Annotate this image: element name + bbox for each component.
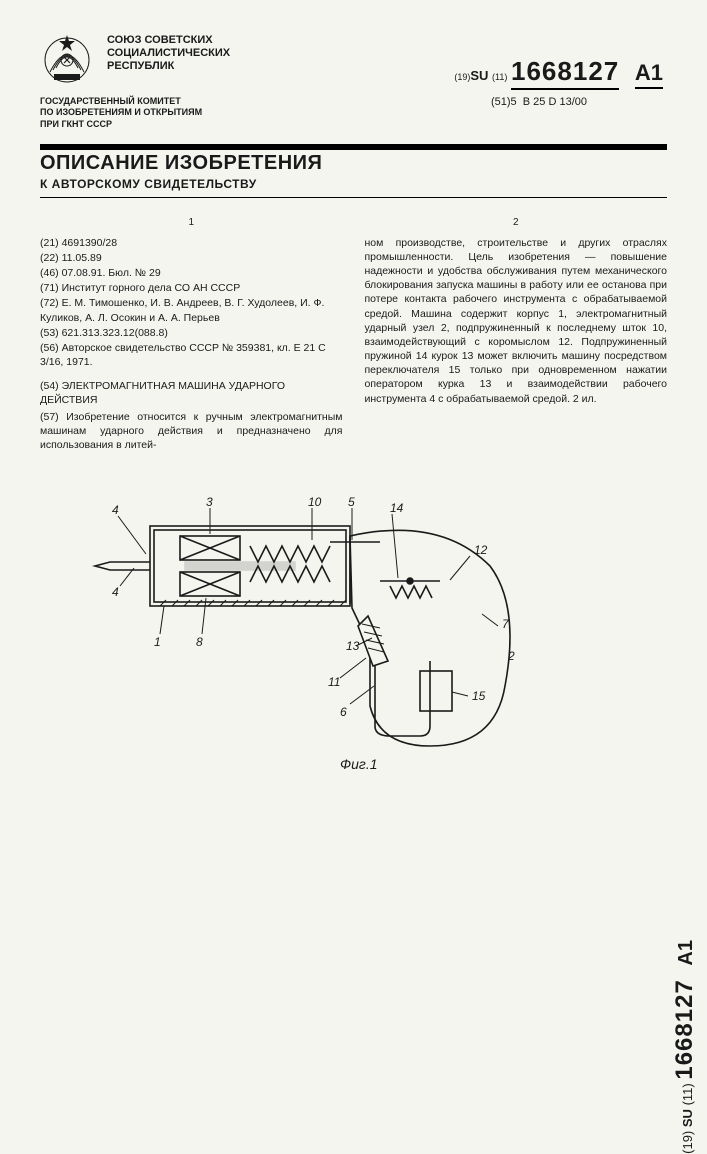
side-19: (19) [680, 1131, 695, 1154]
thin-rule [40, 197, 667, 199]
union-l1: СОЮЗ СОВЕТСКИХ [107, 34, 230, 47]
ref-15: 15 [472, 689, 486, 703]
figure-caption: Фиг.1 [340, 756, 378, 772]
ref-6: 6 [340, 705, 347, 719]
ref-4b: 4 [112, 585, 119, 599]
ipc-classification: (51)5 B 25 D 13/00 [491, 96, 587, 108]
col1-number: 1 [40, 216, 343, 230]
ref-8: 8 [196, 635, 203, 649]
side-number: 1668127 [671, 979, 698, 1079]
committee-l3: ПРИ ГКНТ СССР [40, 119, 667, 130]
device-diagram: 4 3 10 5 14 12 7 15 2 6 11 13 1 8 4 [90, 486, 570, 766]
field-46: (46) 07.08.91. Бюл. № 29 [40, 266, 343, 280]
column-1: 1 (21) 4691390/28 (22) 11.05.89 (46) 07.… [40, 216, 343, 452]
field-11: (11) [492, 72, 507, 82]
field-72: (72) Е. М. Тимошенко, И. В. Андреев, В. … [40, 296, 343, 324]
ref-10: 10 [308, 495, 322, 509]
union-l2: СОЦИАЛИСТИЧЕСКИХ [107, 47, 230, 60]
union-heading: СОЮЗ СОВЕТСКИХ СОЦИАЛИСТИЧЕСКИХ РЕСПУБЛИ… [107, 30, 230, 74]
title-54: ЭЛЕКТРОМАГНИТНАЯ МАШИНА УДАРНОГО ДЕЙСТВИ… [40, 380, 285, 406]
ref-3: 3 [206, 495, 213, 509]
column-2: 2 ном производстве, строительстве и друг… [365, 216, 668, 452]
ref-12: 12 [474, 543, 488, 557]
heavy-rule [40, 144, 667, 150]
bibliographic-data: (21) 4691390/28 (22) 11.05.89 (46) 07.08… [40, 236, 343, 370]
num-54: (54) [40, 380, 59, 392]
ref-2: 2 [507, 649, 515, 663]
col2-number: 2 [365, 216, 668, 230]
side-country: SU [680, 1109, 695, 1127]
ref-13: 13 [346, 639, 360, 653]
abstract-part1: (57) Изобретение относится к ручным элек… [40, 410, 343, 453]
patent-number: 1668127 [511, 56, 619, 90]
ref-1: 1 [154, 635, 161, 649]
ref-14: 14 [390, 501, 404, 515]
doc-subtitle: К АВТОРСКОМУ СВИДЕТЕЛЬСТВУ [40, 177, 667, 191]
publication-code: (19)SU (11) 1668127 A1 [454, 56, 663, 87]
ref-5: 5 [348, 495, 355, 509]
ipc-prefix: (51)5 [491, 96, 517, 108]
union-l3: РЕСПУБЛИК [107, 60, 230, 73]
country-code: SU [470, 68, 488, 83]
doc-title: ОПИСАНИЕ ИЗОБРЕТЕНИЯ [40, 152, 667, 175]
figure-1: 4 3 10 5 14 12 7 15 2 6 11 13 1 8 4 Фиг.… [40, 476, 667, 796]
committee-l2: ПО ИЗОБРЕТЕНИЯМ И ОТКРЫТИЯМ [40, 107, 667, 118]
patent-page: СОЮЗ СОВЕТСКИХ СОЦИАЛИСТИЧЕСКИХ РЕСПУБЛИ… [0, 0, 707, 826]
field-19: (19) [454, 72, 470, 82]
field-53: (53) 621.313.323.12(088.8) [40, 326, 343, 340]
field-54: (54) ЭЛЕКТРОМАГНИТНАЯ МАШИНА УДАРНОГО ДЕ… [40, 379, 343, 407]
kind-code: A1 [635, 60, 663, 89]
ref-11: 11 [328, 675, 340, 689]
field-71: (71) Институт горного дела СО АН СССР [40, 281, 343, 295]
field-22: (22) 11.05.89 [40, 251, 343, 265]
field-21: (21) 4691390/28 [40, 236, 343, 250]
ref-4a: 4 [112, 503, 119, 517]
side-kind: A1 [675, 940, 697, 966]
two-columns: 1 (21) 4691390/28 (22) 11.05.89 (46) 07.… [40, 216, 667, 452]
field-56: (56) Авторское свидетельство СССР № 3593… [40, 341, 343, 369]
abstract-part2: ном производстве, строительстве и других… [365, 236, 668, 406]
side-11: (11) [680, 1083, 695, 1105]
num-57: (57) [40, 411, 59, 423]
ipc-code: B 25 D 13/00 [523, 96, 587, 108]
ussr-emblem-icon [40, 30, 95, 88]
abs-c1: Изобретение относится к ручным электрома… [40, 411, 343, 451]
side-publication-code: (19) SU (11) 1668127 A1 [671, 940, 699, 1154]
